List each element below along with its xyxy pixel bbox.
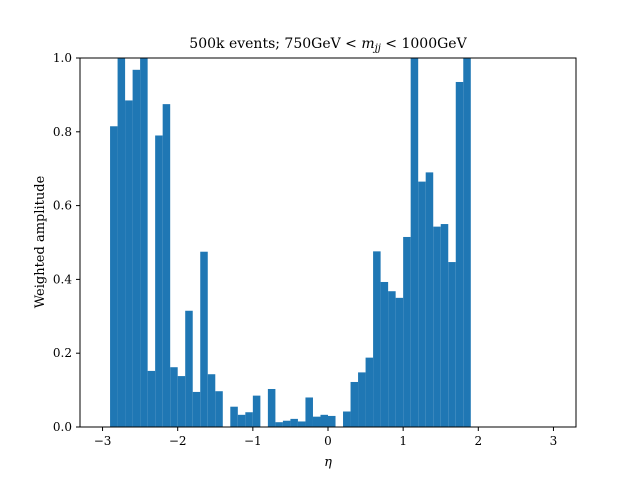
chart-title-math-base: m [361, 36, 374, 52]
histogram-bar [358, 372, 366, 427]
histogram-bar [110, 126, 118, 428]
histogram-bar [312, 416, 321, 427]
y-tick-label: 0.6 [53, 199, 72, 213]
histogram-bar [410, 58, 419, 427]
histogram-bar [463, 58, 471, 427]
histogram-bar [297, 421, 306, 427]
x-axis-ticks: −3 −2 −1 0 1 2 3 [94, 427, 558, 448]
histogram-bar [125, 100, 133, 427]
bars-group [110, 58, 471, 428]
y-tick-label: 0.0 [53, 420, 72, 434]
x-tick-label: 3 [550, 434, 558, 448]
histogram-bar [215, 391, 223, 427]
y-tick-label: 0.2 [53, 346, 72, 360]
y-tick-label: 0.8 [53, 125, 72, 139]
histogram-bar [132, 69, 141, 427]
histogram-bar [305, 397, 313, 427]
histogram-bar [343, 411, 351, 427]
histogram-bar [117, 58, 126, 427]
histogram-bar [140, 58, 148, 427]
x-tick-label: −1 [244, 434, 262, 448]
x-tick-label: −2 [169, 434, 187, 448]
histogram-bar [162, 104, 171, 428]
y-axis-label: Weighted amplitude [33, 175, 48, 308]
chart-title-prefix: 500k events; 750GeV < [189, 36, 361, 52]
x-tick-label: 0 [324, 434, 332, 448]
histogram-bar [252, 395, 261, 427]
histogram-bar [365, 357, 374, 427]
histogram-bar [155, 135, 163, 428]
chart-title-math-sub: jj [373, 43, 381, 54]
histogram-bar [425, 172, 434, 427]
histogram-bar [380, 281, 389, 427]
histogram-bar [328, 415, 336, 427]
histogram-bar [192, 391, 201, 427]
histogram-bar [237, 414, 246, 427]
histogram-bar [230, 406, 238, 427]
histogram-bar [147, 370, 156, 427]
histogram-bar [403, 236, 411, 427]
histogram-bar [350, 381, 359, 427]
histogram-bar [207, 374, 216, 427]
histogram-bar [395, 297, 404, 427]
histogram-bar [433, 226, 441, 427]
histogram-bar [170, 367, 178, 427]
x-tick-label: 1 [399, 434, 407, 448]
histogram-bar [177, 376, 186, 427]
chart-title: 500k events; 750GeV < mjj < 1000GeV [189, 36, 467, 54]
histogram-bar [448, 262, 456, 427]
histogram-bar [185, 310, 193, 427]
histogram-bar [290, 418, 298, 427]
x-tick-label: −3 [94, 434, 112, 448]
histogram-bar [275, 422, 283, 427]
histogram-bar [373, 251, 381, 427]
histogram-bar [455, 81, 464, 427]
histogram-bar [440, 224, 449, 427]
histogram-bar [245, 412, 253, 427]
y-tick-label: 0.4 [53, 272, 72, 286]
histogram-bar [267, 388, 276, 427]
chart-title-suffix: < 1000GeV [381, 36, 468, 52]
histogram-bar [282, 420, 291, 427]
x-axis-label: η [324, 455, 332, 470]
histogram-bar [200, 251, 208, 427]
histogram-bar [418, 181, 426, 427]
y-tick-label: 1.0 [53, 51, 72, 65]
y-axis-ticks: 0.0 0.2 0.4 0.6 0.8 1.0 [53, 51, 80, 434]
x-tick-label: 2 [474, 434, 482, 448]
histogram-bar [320, 414, 328, 427]
histogram-bar [388, 291, 396, 427]
